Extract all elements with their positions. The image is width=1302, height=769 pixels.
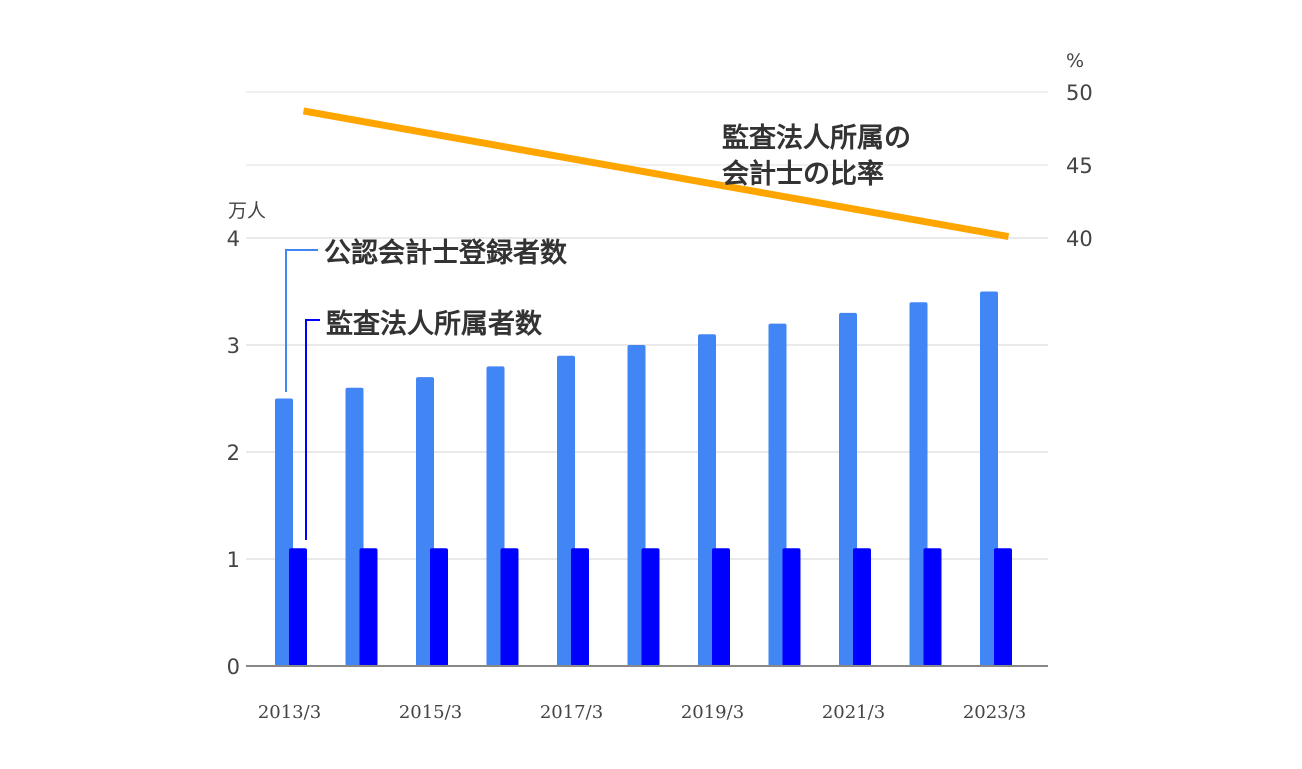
right-axis-unit: %	[1066, 50, 1084, 72]
right-tick-40: 40	[1066, 227, 1093, 251]
bar-registered-2018/3	[627, 345, 646, 666]
x-tick-2023/3: 2023/3	[963, 702, 1026, 723]
left-tick-1: 1	[227, 548, 240, 572]
x-tick-2021/3: 2021/3	[822, 702, 885, 723]
bar-audit-firm-2022/3	[923, 548, 942, 666]
left-axis-unit: 万人	[228, 200, 266, 222]
left-tick-0: 0	[227, 655, 240, 679]
bar-registered-2013/3	[275, 398, 293, 666]
bar-registered-2017/3	[557, 355, 575, 666]
registered-accountants-label: 公認会計士登録者数	[324, 237, 568, 269]
bar-audit-firm-2017/3	[571, 548, 589, 666]
x-tick-2017/3: 2017/3	[540, 702, 603, 723]
right-axis-ticks: 40 45 50	[1066, 81, 1093, 251]
left-tick-2: 2	[227, 441, 240, 465]
x-axis-ticks: 2013/3 2015/3 2017/3 2019/3 2021/3 2023/3	[258, 702, 1026, 723]
bar-audit-firm-2013/3	[289, 548, 307, 666]
left-tick-4: 4	[227, 227, 240, 251]
left-tick-3: 3	[227, 334, 240, 358]
ratio-line	[302, 107, 1010, 240]
audit-firm-members-label: 監査法人所属者数	[326, 309, 543, 340]
bar-audit-firm-2016/3	[500, 548, 519, 666]
bar-registered-2022/3	[909, 302, 928, 666]
audit-firm-leader-line	[305, 319, 320, 540]
bar-registered-2019/3	[698, 334, 716, 666]
x-tick-2013/3: 2013/3	[258, 702, 321, 723]
bar-registered-2014/3	[345, 387, 364, 666]
x-tick-2019/3: 2019/3	[681, 702, 744, 723]
bar-audit-firm-2014/3	[359, 548, 378, 666]
bar-audit-firm-2019/3	[712, 548, 730, 666]
bar-audit-firm-2023/3	[994, 548, 1012, 666]
x-tick-2015/3: 2015/3	[399, 702, 462, 723]
bar-registered-2020/3	[768, 323, 787, 666]
ratio-label-line2: 会計士の比率	[722, 158, 884, 190]
registered-leader-line	[285, 249, 318, 392]
bar-audit-firm-2018/3	[641, 548, 660, 666]
right-tick-50: 50	[1066, 81, 1093, 105]
bar-audit-firm-2021/3	[853, 548, 871, 666]
bar-audit-firm-2020/3	[782, 548, 801, 666]
bar-audit-firm-2015/3	[430, 548, 448, 666]
bar-registered-2023/3	[980, 291, 998, 666]
bar-registered-2021/3	[839, 312, 857, 666]
bar-registered-2015/3	[416, 377, 434, 666]
bar-registered-2016/3	[486, 366, 505, 666]
bars	[275, 291, 1012, 666]
ratio-label-line1: 監査法人所属の	[722, 123, 911, 154]
right-tick-45: 45	[1066, 154, 1093, 178]
ratio-line-group	[302, 107, 1010, 240]
left-axis-ticks: 0 1 2 3 4	[227, 227, 240, 679]
